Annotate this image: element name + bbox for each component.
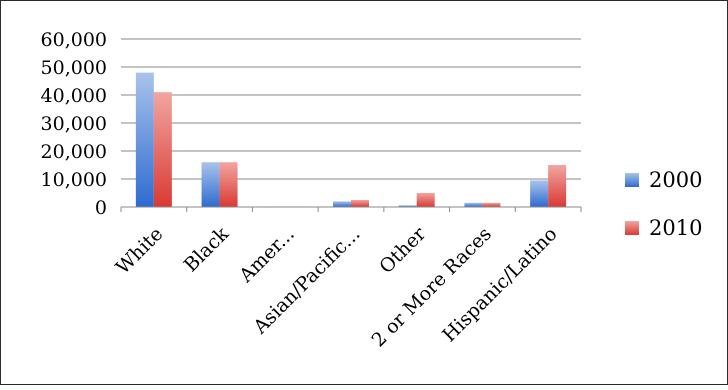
bar-2000-6 xyxy=(464,202,483,207)
y-axis-tick-labels: 0 10,000 20,000 30,000 40,000 50,000 60,000 xyxy=(41,29,107,219)
x-axis-tick-marks xyxy=(120,207,582,212)
bar-2000-1 xyxy=(135,72,154,207)
y-tick-label: 10,000 xyxy=(41,169,107,191)
legend-swatch-2010 xyxy=(625,221,639,235)
y-tick-label: 50,000 xyxy=(41,57,107,79)
bar-2000-7 xyxy=(530,180,549,207)
bar-2010-1 xyxy=(153,92,172,207)
y-tick-label: 0 xyxy=(95,197,107,219)
y-tick-label: 40,000 xyxy=(41,85,107,107)
bar-2000-2 xyxy=(201,162,220,207)
x-axis-tick-labels: White Black Amer...Asian/Pacific... Other2 … xyxy=(112,222,562,351)
x-tick-label: Hispanic/Latino xyxy=(438,223,561,346)
bar-2010-5 xyxy=(416,193,435,207)
y-tick-label: 60,000 xyxy=(41,29,107,51)
bar-2000-5 xyxy=(398,205,417,207)
legend: 2000 2010 xyxy=(625,168,702,240)
x-tick-label: Other xyxy=(375,222,431,278)
bar-2010-4 xyxy=(351,200,369,207)
x-tick-label: 2 or More Races xyxy=(368,223,496,351)
legend-swatch-2000 xyxy=(625,173,639,187)
bar-2010-6 xyxy=(482,202,501,207)
x-tick-label: White xyxy=(112,223,168,279)
gridlines xyxy=(121,38,581,180)
y-tick-label: 20,000 xyxy=(41,141,107,163)
bars xyxy=(135,72,567,207)
bar-2010-7 xyxy=(548,165,567,207)
y-tick-label: 30,000 xyxy=(41,113,107,135)
bar-2010-2 xyxy=(219,162,238,207)
bar-2000-4 xyxy=(333,201,351,207)
legend-label-2000: 2000 xyxy=(649,168,702,192)
legend-label-2010: 2010 xyxy=(649,216,702,240)
x-tick-label: Amer... xyxy=(234,223,298,287)
x-tick-label: Black xyxy=(180,223,234,277)
